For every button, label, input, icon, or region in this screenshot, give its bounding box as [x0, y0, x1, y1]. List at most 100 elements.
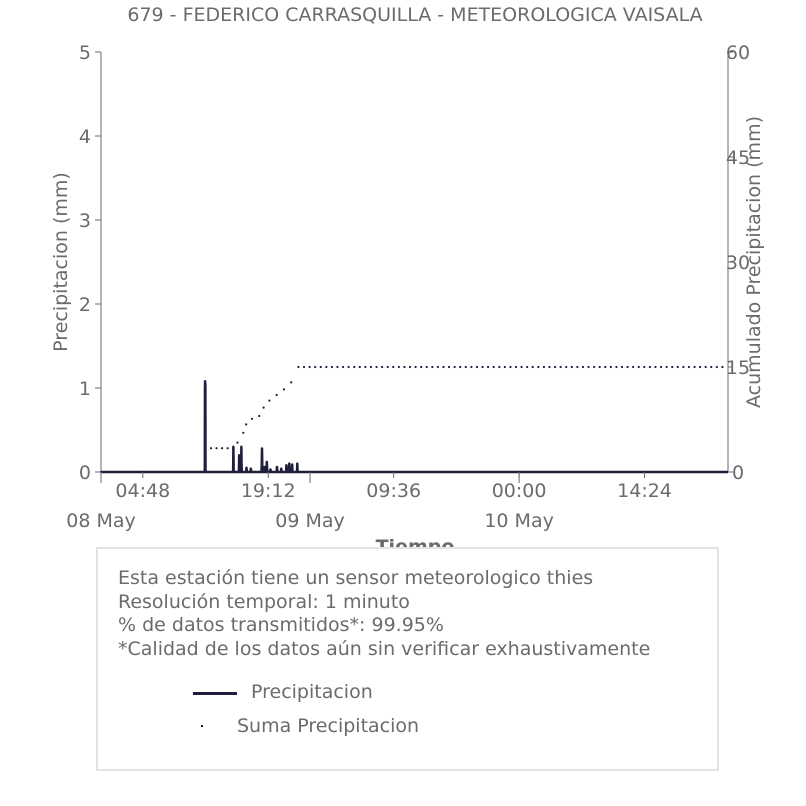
- cumulative-point: [436, 365, 439, 369]
- cumulative-point: [687, 365, 691, 369]
- cumulative-point: [548, 365, 551, 369]
- cumulative-point: [637, 365, 640, 369]
- cumulative-point: [242, 431, 245, 434]
- cumulative-point: [308, 365, 311, 369]
- cumulative-point: [598, 365, 601, 369]
- marks: [99, 365, 728, 474]
- cumulative-point: [275, 393, 278, 397]
- cumulative-point: [431, 365, 434, 369]
- y-axis-right-label: Acumulado Precipitacion (mm): [743, 116, 765, 408]
- cumulative-point: [470, 365, 473, 369]
- cumulative-point: [258, 414, 261, 418]
- cumulative-point: [116, 470, 119, 474]
- cumulative-point: [475, 365, 479, 369]
- cumulative-point: [659, 365, 663, 369]
- cumulative-point: [203, 470, 206, 474]
- cumulative-point: [386, 365, 389, 369]
- cumulative-point: [581, 365, 585, 369]
- cumulative-point: [138, 470, 141, 474]
- cumulative-point: [347, 365, 350, 369]
- cumulative-point: [170, 470, 174, 474]
- cumulative-point: [369, 365, 373, 369]
- cumulative-point: [408, 365, 412, 369]
- series-suma-precipitacion: [99, 365, 724, 474]
- cumulative-point: [282, 388, 286, 391]
- cumulative-point: [110, 470, 114, 474]
- cumulative-point: [425, 365, 428, 369]
- cumulative-point: [187, 470, 190, 474]
- series-precipitacion-line: [101, 380, 728, 474]
- cumulative-point: [459, 365, 462, 369]
- cumulative-point: [420, 365, 423, 369]
- cumulative-point: [121, 470, 124, 474]
- cumulative-point: [648, 365, 652, 369]
- cumulative-point: [492, 365, 495, 369]
- cumulative-point: [587, 365, 590, 369]
- cumulative-point: [620, 365, 624, 369]
- cumulative-point: [682, 365, 685, 369]
- cumulative-point: [570, 365, 573, 369]
- cumulative-point: [447, 365, 451, 369]
- cumulative-point: [220, 447, 224, 450]
- cumulative-point: [526, 365, 529, 369]
- cumulative-point: [204, 447, 207, 450]
- cumulative-point: [498, 365, 501, 369]
- date-tick-label: 08 May: [66, 510, 136, 532]
- y-right-tick-label: 60: [726, 42, 750, 64]
- x-tick-label: 04:48: [115, 480, 170, 502]
- cumulative-point: [514, 365, 518, 369]
- cumulative-point: [364, 365, 367, 369]
- y-tick-label: 3: [79, 210, 91, 232]
- cumulative-point: [553, 365, 557, 369]
- cumulative-point: [181, 470, 185, 474]
- x-tick-label: 09:36: [366, 480, 421, 502]
- cumulative-point: [453, 365, 456, 369]
- cumulative-point: [643, 365, 646, 369]
- cumulative-point: [632, 365, 635, 369]
- cumulative-point: [559, 365, 562, 369]
- x-tick-label: 00:00: [492, 480, 547, 502]
- cumulative-point: [593, 365, 596, 369]
- y-tick-label: 4: [79, 126, 91, 148]
- cumulative-point: [615, 365, 618, 369]
- cumulative-point: [314, 365, 317, 369]
- y-right-tick-label: 0: [732, 462, 744, 484]
- y-tick-label: 0: [79, 462, 91, 484]
- cumulative-point: [375, 365, 378, 369]
- cumulative-point: [609, 365, 612, 369]
- cumulative-point: [353, 365, 356, 369]
- cumulative-point: [520, 365, 523, 369]
- legend-suma-precipitacion: Suma Precipitacion: [237, 715, 420, 737]
- y-tick-label: 1: [79, 378, 91, 400]
- cumulative-point: [442, 365, 445, 369]
- cumulative-point: [509, 365, 512, 369]
- cumulative-point: [531, 365, 534, 369]
- cumulative-point: [626, 365, 629, 369]
- y-tick-label: 2: [79, 294, 91, 316]
- cumulative-point: [487, 365, 490, 369]
- cumulative-point: [414, 365, 417, 369]
- legend-dot-swatch: [201, 725, 203, 727]
- y-right-tick-label: 15: [726, 357, 750, 379]
- info-sensor: Esta estación tiene un sensor meteorolog…: [118, 567, 594, 589]
- cumulative-point: [537, 365, 540, 369]
- cumulative-point: [721, 365, 724, 369]
- date-tick-label: 09 May: [275, 510, 345, 532]
- cumulative-point: [397, 365, 400, 369]
- cumulative-point: [245, 423, 248, 426]
- y-right-tick-label: 30: [726, 252, 750, 274]
- y-tick-label: 5: [79, 42, 91, 64]
- x-tick-label: 14:24: [617, 480, 672, 502]
- cumulative-point: [192, 470, 195, 474]
- cumulative-point: [149, 470, 152, 474]
- cumulative-point: [198, 470, 201, 474]
- cumulative-point: [297, 365, 300, 369]
- cumulative-point: [159, 470, 163, 474]
- cumulative-point: [209, 447, 213, 450]
- cumulative-point: [127, 470, 130, 474]
- cumulative-point: [654, 365, 657, 369]
- cumulative-point: [330, 365, 334, 369]
- cumulative-point: [250, 417, 254, 420]
